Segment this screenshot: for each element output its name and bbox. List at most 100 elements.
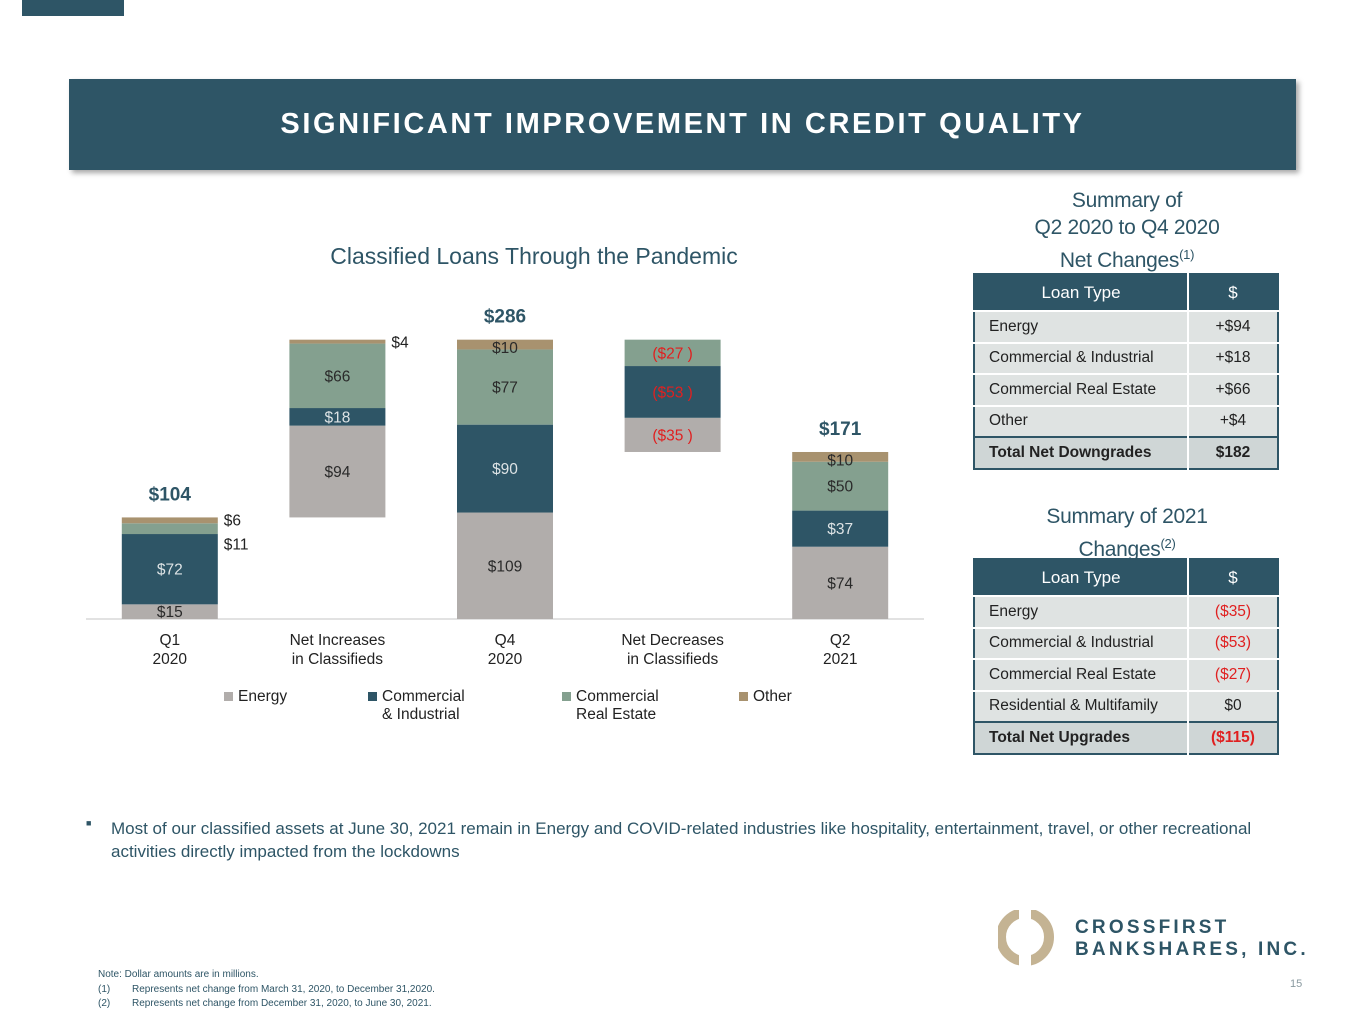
bar-segment xyxy=(792,461,889,511)
footnote: Represents net change from March 31, 202… xyxy=(132,983,435,995)
value-label: $10 xyxy=(492,340,518,357)
bar-segment xyxy=(121,517,218,524)
title-line: Changes xyxy=(1078,538,1161,561)
table-row: Energy +$94 xyxy=(974,310,1278,343)
legend-swatch xyxy=(562,692,571,701)
table-cell: +$66 xyxy=(1187,373,1278,406)
slide-title: SIGNIFICANT IMPROVEMENT IN CREDIT QUALIT… xyxy=(280,108,1085,140)
bar-segment xyxy=(121,534,218,605)
header-cell: Loan Type xyxy=(974,274,1188,311)
table-cell: Commercial Real Estate xyxy=(974,373,1188,406)
table-cell: +$18 xyxy=(1187,341,1278,374)
x-tick-label: in Classifieds xyxy=(627,651,719,668)
table-cell: +$4 xyxy=(1187,404,1278,437)
title-line: Net Changes xyxy=(1059,249,1180,272)
value-label: $109 xyxy=(488,558,522,575)
chart-title: Classified Loans Through the Pandemic xyxy=(330,243,737,269)
total-label: $286 xyxy=(484,307,526,328)
bar-segment xyxy=(457,424,553,513)
logo-mark xyxy=(998,910,1054,966)
x-tick-label: Net Increases xyxy=(290,632,386,649)
x-tick-label: 2020 xyxy=(488,651,523,668)
logo-gap xyxy=(1019,910,1031,966)
bar-segment xyxy=(121,523,218,535)
note-ref: (2) xyxy=(1160,536,1176,551)
header-row: Loan Type $ xyxy=(974,274,1278,311)
legend-item: Commercial & Industrial xyxy=(368,688,473,724)
value-label: $74 xyxy=(827,575,853,592)
value-label: ($35 ) xyxy=(652,427,693,444)
bullet-mark: ■ xyxy=(86,818,92,828)
footnote-num: (1) xyxy=(98,983,111,995)
header-cell: $ xyxy=(1187,274,1278,311)
table-cell: Residential & Multifamily xyxy=(974,689,1188,722)
bar-segment xyxy=(289,339,386,344)
bar-segment xyxy=(457,512,553,619)
page-number: 15 xyxy=(1290,978,1303,990)
header-cell: Loan Type xyxy=(974,559,1188,596)
data-table: Loan Type $ Energy ($35) Commercial & Indust… xyxy=(973,558,1279,755)
legend-swatch xyxy=(368,692,377,701)
header-row: Loan Type $ xyxy=(974,559,1278,596)
bar-segment xyxy=(121,604,218,619)
header-bar: SIGNIFICANT IMPROVEMENT IN CREDIT QUALIT… xyxy=(69,79,1296,170)
value-label: $94 xyxy=(324,464,350,481)
bar-segment xyxy=(624,339,721,367)
legend-item: Commercial Real Estate xyxy=(562,688,667,724)
table-row: Commercial & Industrial +$18 xyxy=(974,341,1278,374)
bar-segment xyxy=(624,366,721,418)
value-label: $4 xyxy=(391,335,409,352)
bullet-text: Most of our classified assets at June 30… xyxy=(111,819,1252,861)
legend-item: Energy xyxy=(224,688,329,706)
footnotes: Note: Dollar amounts are in millions. (1… xyxy=(98,968,435,1012)
x-tick-label: Net Decreases xyxy=(621,632,724,649)
table-cell: Total Net Upgrades xyxy=(974,721,1188,754)
x-tick-label: 2020 xyxy=(153,651,188,668)
legend-swatch xyxy=(739,692,748,701)
value-label: $50 xyxy=(827,479,853,496)
x-tick-label: 2021 xyxy=(823,651,857,668)
value-label: $6 xyxy=(224,512,241,529)
logo-text: CROSSFIRST BANKSHARES, INC. xyxy=(1075,917,1309,961)
value-label: $11 xyxy=(224,536,249,553)
value-label: ($27 ) xyxy=(652,345,693,362)
value-label: $72 xyxy=(157,562,183,579)
legend-label: Commercial & Industrial xyxy=(382,688,465,723)
table-cell: Total Net Downgrades xyxy=(974,436,1188,469)
table-cell: ($115) xyxy=(1187,721,1278,754)
table-cell: ($35) xyxy=(1187,595,1278,628)
table-row: Other +$4 xyxy=(974,404,1278,437)
table-cell: Energy xyxy=(974,595,1188,628)
table-cell: $182 xyxy=(1187,436,1278,469)
table-cell: Commercial Real Estate xyxy=(974,658,1188,691)
bar-segment xyxy=(624,417,721,452)
table-cell: +$94 xyxy=(1187,310,1278,343)
table-row: Energy ($35) xyxy=(974,595,1278,628)
table-cell: Other xyxy=(974,404,1188,437)
bar-segment xyxy=(792,510,889,547)
table-cell: Commercial & Industrial xyxy=(974,341,1188,374)
table-cell: ($53) xyxy=(1187,626,1278,659)
value-label: $77 xyxy=(492,380,518,397)
table-cell: $0 xyxy=(1187,689,1278,722)
legend-label: Other xyxy=(753,688,792,705)
value-label: $18 xyxy=(324,409,350,426)
data-table: Loan Type $ Energy +$94 Commercial & Industr… xyxy=(973,273,1279,470)
bar-segment xyxy=(792,451,889,462)
table1: Loan Type $ Energy +$94 Commercial & Industr… xyxy=(973,273,1279,470)
value-label: $37 xyxy=(827,521,853,538)
legend: Energy Commercial & Industrial Commercial … xyxy=(0,688,1365,728)
table-row: Total Net Upgrades ($115) xyxy=(974,721,1278,754)
x-tick-label: in Classifieds xyxy=(292,651,384,668)
legend-label: Energy xyxy=(238,688,288,705)
table2: Loan Type $ Energy ($35) Commercial & Indust… xyxy=(973,558,1279,755)
legend-item: Other xyxy=(739,688,844,706)
table-row: Commercial Real Estate ($27) xyxy=(974,658,1278,691)
value-label: ($53 ) xyxy=(652,384,693,401)
x-tick-label: Q2 xyxy=(830,632,851,649)
legend-label: Commercial Real Estate xyxy=(576,688,659,723)
footnote-num: (2) xyxy=(98,998,111,1009)
title-line: Summary of xyxy=(1071,189,1183,212)
note-ref: (1) xyxy=(1179,247,1195,262)
